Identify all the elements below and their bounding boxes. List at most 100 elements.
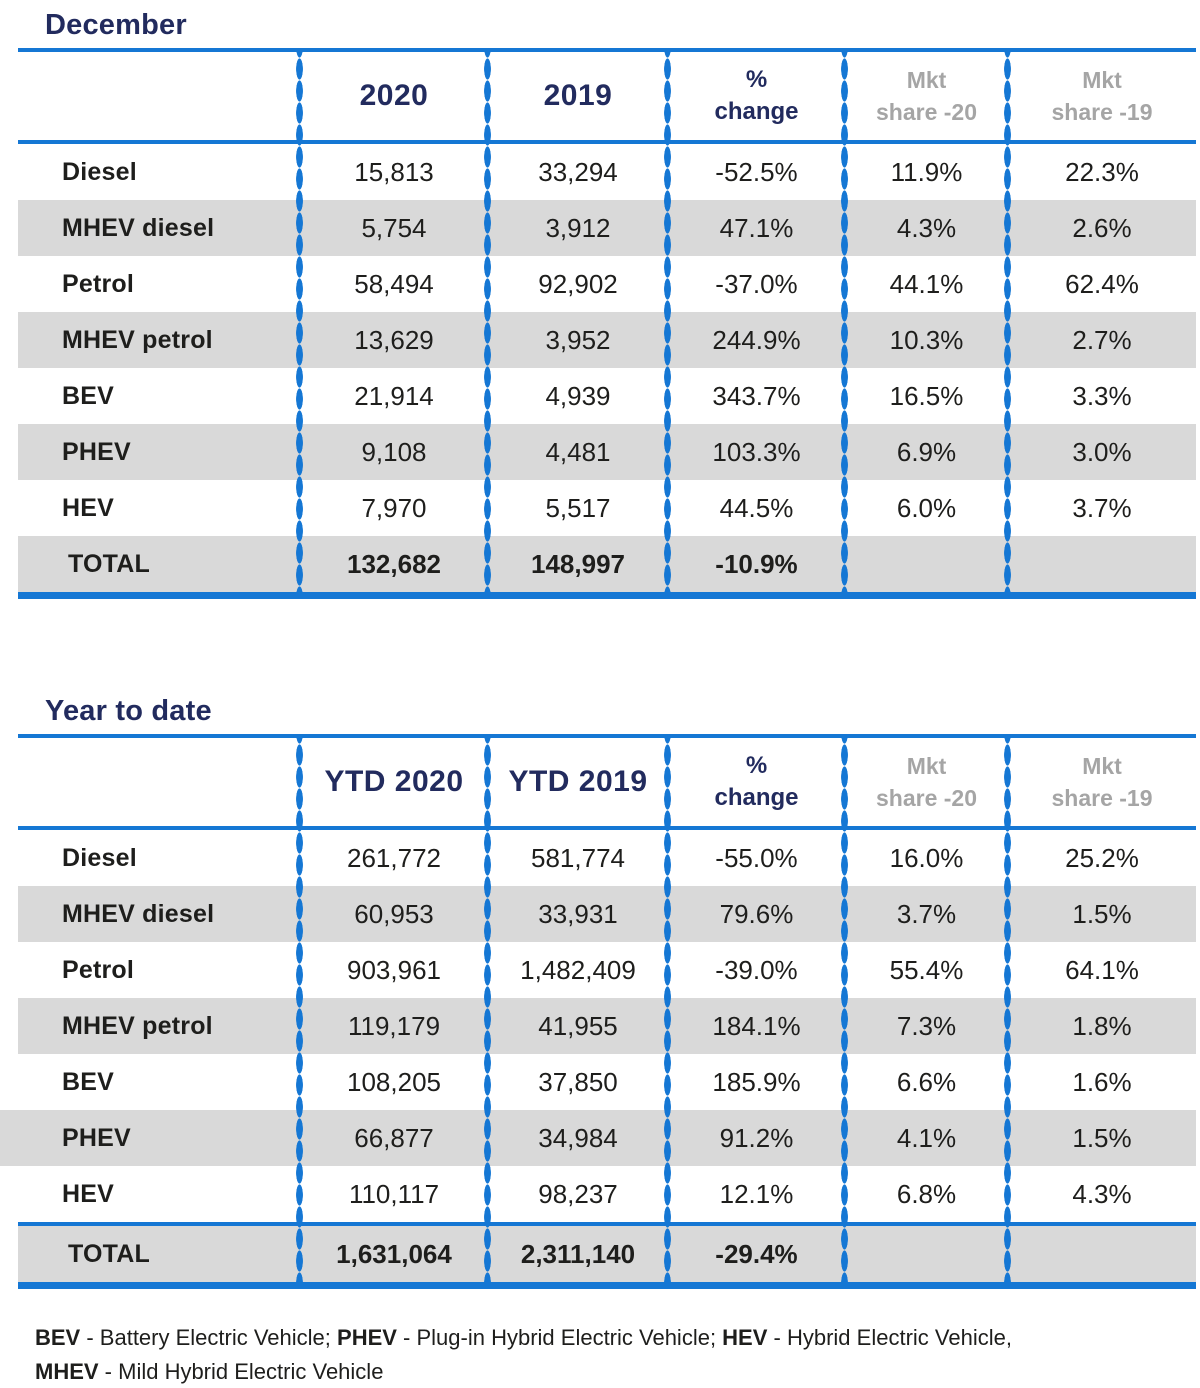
cell-2020: 132,682 (347, 548, 441, 579)
table-row-mhev-diesel: MHEV diesel 5,754 3,912 47.1% 4.3% 2.6% (18, 200, 1196, 256)
dotted-column-separator (296, 734, 303, 1289)
cell-pct-change: 103.3% (712, 436, 801, 467)
table-row-mhev-diesel: MHEV diesel 60,953 33,931 79.6% 3.7% 1.5… (18, 886, 1196, 942)
row-label: PHEV (62, 1123, 131, 1152)
table-row-phev: PHEV 66,877 34,984 91.2% 4.1% 1.5% (0, 1110, 1196, 1166)
legend-abbr: HEV (722, 1325, 768, 1350)
cell-ytd-2020: 903,961 (347, 954, 441, 985)
december-header-row: 2020 2019 % change Mkt share -20 Mkt sha… (18, 52, 1196, 140)
row-label: Diesel (62, 843, 137, 872)
cell-mkt-share-20: 6.8% (896, 1178, 957, 1209)
cell-2019: 92,902 (538, 268, 618, 299)
cell-mkt-share-20: 4.1% (896, 1122, 957, 1153)
dotted-column-separator (484, 48, 491, 599)
cell-mkt-share-19: 3.0% (1072, 436, 1132, 467)
cell-ytd-2020: 261,772 (347, 842, 441, 873)
cell-mkt-share-20: 11.9% (890, 156, 963, 187)
cell-mkt-share-19: 1.8% (1072, 1010, 1132, 1041)
cell-pct-change: -55.0% (715, 842, 798, 873)
cell-ytd-2019: 33,931 (538, 898, 618, 929)
dotted-column-separator (841, 734, 848, 1289)
table-row-mhev-petrol: MHEV petrol 119,179 41,955 184.1% 7.3% 1… (18, 998, 1196, 1054)
cell-2020: 5,754 (361, 212, 427, 243)
column-header-mkt-share-19: Mkt share -19 (1051, 66, 1153, 125)
column-header-pct-change: % change (714, 751, 799, 811)
ytd-table: YTD 2020 YTD 2019 % change Mkt share -20… (0, 734, 1196, 1289)
cell-mkt-share-19: 1.6% (1072, 1066, 1132, 1097)
cell-ytd-2020: 66,877 (354, 1122, 434, 1153)
cell-pct-change: 244.9% (712, 324, 801, 355)
cell-mkt-share-19: 1.5% (1072, 898, 1132, 929)
row-label: Petrol (62, 269, 135, 298)
column-header-ytd-2020: YTD 2020 (324, 765, 464, 798)
row-label: Petrol (62, 955, 135, 984)
dotted-column-separator (664, 734, 671, 1289)
cell-2019: 5,517 (545, 492, 611, 523)
cell-ytd-2020: 119,179 (347, 1010, 441, 1041)
cell-pct-change: -37.0% (715, 268, 798, 299)
cell-ytd-2019: 37,850 (538, 1066, 618, 1097)
cell-2019: 4,939 (545, 380, 611, 411)
cell-mkt-share-20: 16.5% (889, 380, 964, 411)
cell-2019: 148,997 (531, 548, 625, 579)
dotted-column-separator (1004, 734, 1011, 1289)
cell-2019: 3,912 (545, 212, 611, 243)
table-row-bev: BEV 108,205 37,850 185.9% 6.6% 1.6% (18, 1054, 1196, 1110)
cell-ytd-2019: 2,311,140 (520, 1238, 636, 1269)
cell-2020: 15,813 (354, 156, 434, 187)
legend-text: BEV - Battery Electric Vehicle; PHEV - P… (35, 1325, 1012, 1350)
ytd-header-row: YTD 2020 YTD 2019 % change Mkt share -20… (18, 738, 1196, 826)
table-row-petrol: Petrol 903,961 1,482,409 -39.0% 55.4% 64… (18, 942, 1196, 998)
pre-total-rule (18, 1222, 1196, 1226)
column-header-2019: 2019 (543, 79, 613, 112)
cell-mkt-share-20: 3.7% (896, 898, 957, 929)
row-label: HEV (62, 1179, 115, 1208)
cell-mkt-share-20: 6.9% (896, 436, 957, 467)
legend-definition: - Battery Electric Vehicle; (80, 1325, 338, 1350)
cell-2019: 33,294 (538, 156, 618, 187)
legend-text: MHEV - Mild Hybrid Electric Vehicle (35, 1359, 383, 1384)
table-row-phev: PHEV 9,108 4,481 103.3% 6.9% 3.0% (18, 424, 1196, 480)
cell-2020: 7,970 (361, 492, 427, 523)
section-title-december: December (45, 9, 187, 41)
cell-ytd-2019: 1,482,409 (520, 954, 636, 985)
cell-mkt-share-19: 64.1% (1065, 954, 1139, 985)
cell-2020: 13,629 (354, 324, 434, 355)
legend-abbr: PHEV (337, 1325, 397, 1350)
cell-pct-change: 343.7% (712, 380, 801, 411)
cell-ytd-2019: 581,774 (531, 842, 625, 873)
cell-mkt-share-19: 2.7% (1072, 324, 1132, 355)
cell-ytd-2019: 34,984 (538, 1122, 618, 1153)
cell-pct-change: 91.2% (719, 1122, 794, 1153)
dotted-column-separator (841, 48, 848, 599)
cell-ytd-2020: 60,953 (354, 898, 434, 929)
cell-pct-change: -39.0% (715, 954, 798, 985)
legend-abbr: BEV (35, 1325, 81, 1350)
cell-2019: 4,481 (545, 436, 611, 467)
dotted-column-separator (664, 48, 671, 599)
cell-2020: 9,108 (361, 436, 427, 467)
legend-definition: - Plug-in Hybrid Electric Vehicle; (396, 1325, 723, 1350)
cell-pct-change: 79.6% (719, 898, 794, 929)
cell-ytd-2019: 98,237 (538, 1178, 618, 1209)
cell-2020: 21,914 (354, 380, 434, 411)
cell-ytd-2020: 1,631,064 (336, 1238, 452, 1269)
legend-definition: - Mild Hybrid Electric Vehicle (98, 1359, 384, 1384)
row-label: Diesel (62, 157, 137, 186)
table-top-rule (18, 48, 1196, 52)
section-title-year-to-date: Year to date (45, 695, 212, 727)
cell-mkt-share-19: 22.3% (1065, 156, 1139, 187)
cell-pct-change: 47.1% (719, 212, 794, 243)
table-row-mhev-petrol: MHEV petrol 13,629 3,952 244.9% 10.3% 2.… (18, 312, 1196, 368)
row-label: PHEV (62, 437, 131, 466)
cell-ytd-2020: 108,205 (347, 1066, 441, 1097)
column-header-mkt-share-19: Mkt share -19 (1051, 752, 1153, 811)
cell-pct-change: -29.4% (715, 1238, 798, 1269)
cell-mkt-share-19: 1.5% (1072, 1122, 1132, 1153)
table-row-total: TOTAL 1,631,064 2,311,140 -29.4% (18, 1226, 1196, 1282)
cell-mkt-share-20: 7.3% (896, 1010, 957, 1041)
cell-mkt-share-19: 4.3% (1072, 1178, 1132, 1209)
row-label: MHEV petrol (62, 1011, 213, 1040)
row-label: MHEV petrol (62, 325, 213, 354)
